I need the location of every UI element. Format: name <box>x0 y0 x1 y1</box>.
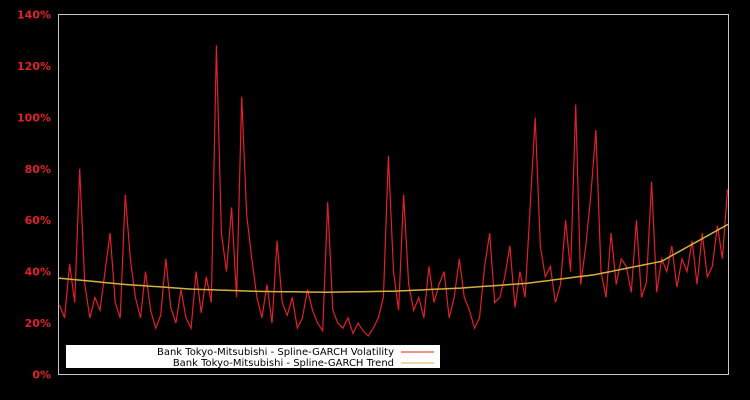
legend-label-volatility: Bank Tokyo-Mitsubishi - Spline-GARCH Vol… <box>157 347 394 358</box>
y-tick-label: 20% <box>25 317 51 330</box>
plot-area <box>58 45 729 337</box>
y-tick-label: 140% <box>17 9 51 22</box>
legend-label-trend: Bank Tokyo-Mitsubishi - Spline-GARCH Tre… <box>173 358 394 369</box>
y-tick-label: 80% <box>25 163 51 176</box>
legend-box <box>66 345 440 368</box>
legend: Bank Tokyo-Mitsubishi - Spline-GARCH Vol… <box>66 345 440 369</box>
volatility-line <box>58 45 729 337</box>
y-tick-label: 100% <box>17 111 51 124</box>
y-tick-label: 40% <box>25 266 51 279</box>
plot-frame <box>58 14 729 375</box>
y-tick-label: 60% <box>25 214 51 227</box>
y-tick-label: 0% <box>32 369 51 382</box>
trend-line <box>58 223 729 293</box>
y-tick-label: 120% <box>17 60 51 73</box>
y-axis-ticks: 0% 20% 40% 60% 80% 100% 120% 140% <box>17 9 51 382</box>
